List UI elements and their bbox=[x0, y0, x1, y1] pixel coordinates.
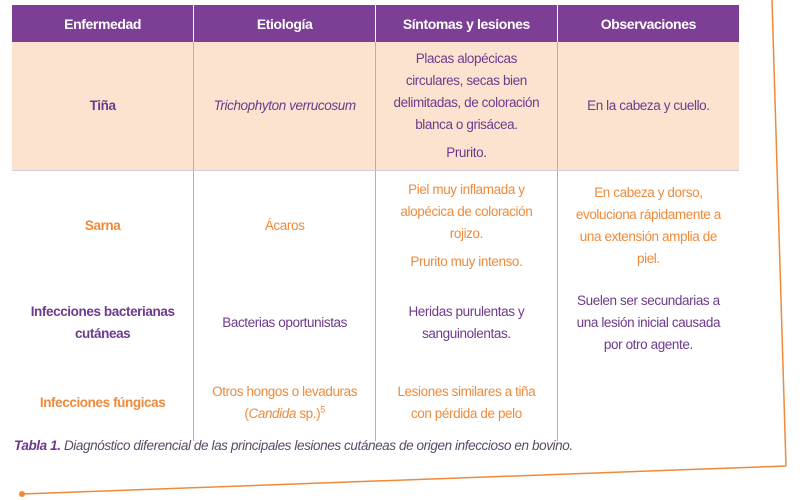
cell bbox=[556, 364, 739, 441]
cell: Suelen ser secundarias a una lesión inic… bbox=[556, 281, 739, 364]
frame-dot bbox=[19, 491, 25, 497]
cell: Heridas purulentas y sanguinolentas. bbox=[375, 281, 558, 364]
diagnosis-table: Enfermedad Etiología Síntomas y lesiones… bbox=[12, 5, 739, 441]
caption-label: Tabla 1. bbox=[14, 438, 61, 453]
cell: Lesiones similares a tiña con pérdida de… bbox=[375, 364, 558, 441]
footnote-ref: 5 bbox=[320, 404, 325, 414]
caption: Tabla 1. Diagnóstico diferencial de las … bbox=[14, 438, 573, 453]
cell: En cabeza y dorso, evoluciona rápidament… bbox=[556, 170, 739, 281]
text: sp.) bbox=[295, 405, 321, 421]
header-cell: Síntomas y lesiones bbox=[375, 5, 558, 42]
row: Tiña Trichophyton verrucosum Placas alop… bbox=[12, 42, 739, 171]
header-cell: Etiología bbox=[193, 5, 376, 42]
paragraph: Prurito. bbox=[446, 145, 487, 160]
row: Sarna Ácaros Piel muy inflamada y alopéc… bbox=[12, 170, 739, 281]
caption-text: Diagnóstico diferencial de las principal… bbox=[63, 438, 573, 453]
text: ( bbox=[244, 405, 249, 421]
cell: Piel muy inflamada y alopécica de colora… bbox=[375, 170, 558, 281]
cell: Infecciones bacterianas cutáneas bbox=[30, 303, 175, 341]
text: Candida bbox=[248, 405, 296, 421]
cell: Bacterias oportunistas bbox=[193, 281, 376, 364]
cell: Sarna bbox=[84, 218, 121, 233]
cell: Infecciones fúngicas bbox=[39, 394, 166, 410]
paragraph: Prurito muy intenso. bbox=[410, 254, 523, 269]
cell: Otros hongos o levaduras (Candida sp.)5 bbox=[193, 364, 376, 441]
header-cell: Enfermedad bbox=[12, 5, 194, 42]
cell: Placas alopécicas circulares, secas bien… bbox=[375, 42, 558, 171]
cell: Tiña bbox=[12, 42, 194, 171]
cell: Trichophyton verrucosum bbox=[193, 42, 376, 171]
header-cell: Observaciones bbox=[556, 5, 739, 42]
frame-right bbox=[771, 0, 787, 467]
paragraph: Placas alopécicas circulares, secas bien… bbox=[393, 51, 540, 132]
header-row: Enfermedad Etiología Síntomas y lesiones… bbox=[12, 5, 739, 42]
frame-bottom bbox=[21, 465, 787, 495]
text: Otros hongos o levaduras bbox=[212, 383, 358, 399]
cell: En la cabeza y cuello. bbox=[556, 42, 739, 171]
paragraph: Piel muy inflamada y alopécica de colora… bbox=[400, 182, 533, 241]
row: Infecciones bacterianas cutáneas Bacteri… bbox=[12, 281, 739, 364]
row: Infecciones fúngicas Otros hongos o leva… bbox=[12, 364, 739, 441]
cell: Ácaros bbox=[193, 170, 376, 281]
